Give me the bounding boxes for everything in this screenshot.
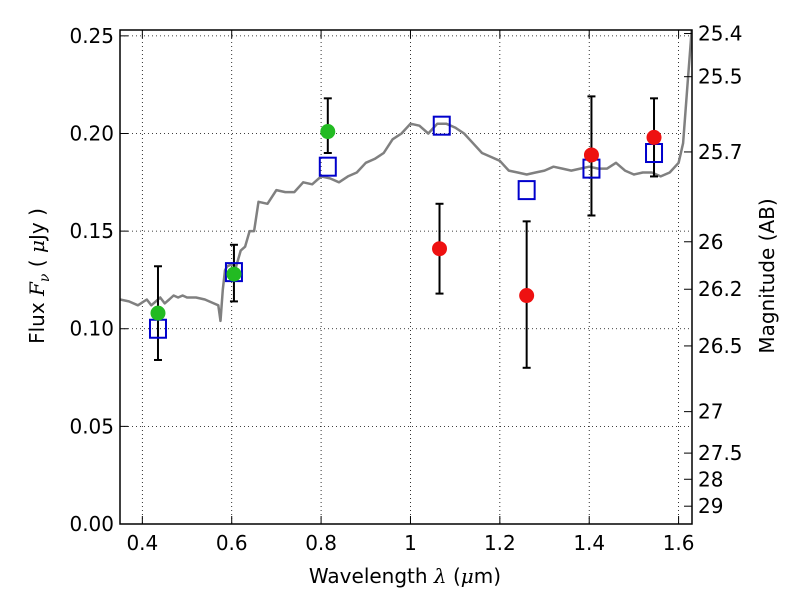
y2-axis-label: Magnitude (AB) (755, 198, 779, 353)
model-square-point (517, 180, 536, 201)
plot-frame (119, 29, 693, 525)
x-tick-label: 0.8 (305, 531, 337, 555)
plot-area (120, 30, 692, 369)
x-tick-label: 1.2 (484, 531, 516, 555)
y2-tick-label: 25.4 (698, 22, 743, 46)
y-tick-label: 0.25 (69, 24, 114, 48)
y2-tick-label: 25.5 (698, 65, 743, 89)
observed-point (150, 305, 166, 321)
y-tick-label: 0.05 (69, 414, 114, 438)
x-tick-label: 1.4 (573, 531, 605, 555)
y2-tick-label: 29 (698, 494, 723, 518)
x-axis-label: Wavelength λ (μm) (309, 564, 501, 588)
y2-tick-label: 27.5 (698, 441, 743, 465)
y-tick-label: 0.15 (69, 219, 114, 243)
spectrum-line (120, 30, 692, 323)
y2-tick-label: 26.5 (698, 334, 743, 358)
x-tick-label: 0.6 (216, 531, 248, 555)
x-tick-label: 0.4 (126, 531, 158, 555)
y-tick-label: 0.10 (69, 317, 114, 341)
observed-point (320, 124, 336, 140)
observed-point (226, 266, 242, 282)
y2-tick-label: 26.2 (698, 277, 743, 301)
model-square-point (318, 156, 337, 177)
observed-point (432, 241, 448, 257)
y-axis-label: Flux Fν ( μJy ) (25, 208, 53, 344)
y2-tick-label: 28 (698, 467, 723, 491)
x-tick-label: 1 (404, 531, 417, 555)
axes: 0.4 0.6 0.8 1 1.2 1.4 1.6 0.00 0.05 0.10 0.15 0.20 0… (69, 22, 742, 555)
observed-point (646, 129, 662, 145)
y2-tick-label: 26 (698, 230, 723, 254)
y-tick-label: 0.20 (69, 121, 114, 145)
x-tick-label: 1.6 (663, 531, 695, 555)
y2-tick-label: 27 (698, 400, 723, 424)
model-square-point (432, 115, 451, 136)
grid-lines (120, 30, 692, 525)
axis-labels: Wavelength λ (μm) Flux Fν ( μJy ) Magnit… (25, 198, 779, 588)
observed-point (583, 147, 599, 163)
observed-point (519, 288, 535, 304)
y2-tick-label: 25.7 (698, 140, 743, 164)
y-tick-label: 0.00 (69, 512, 114, 536)
